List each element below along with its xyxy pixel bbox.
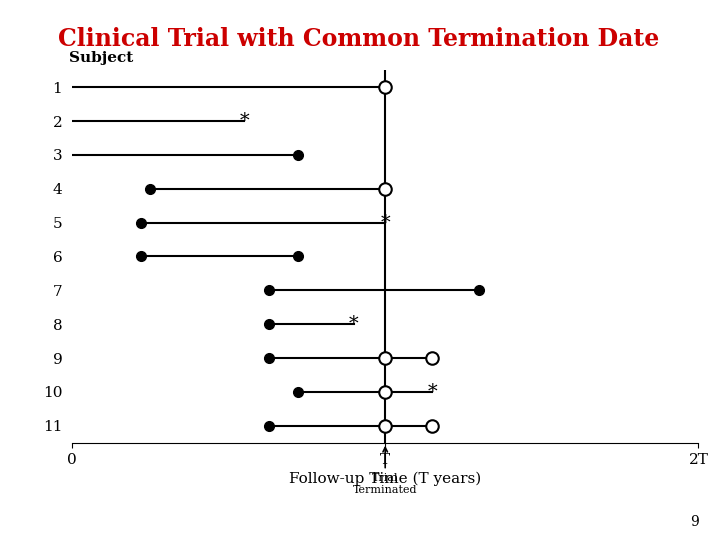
Text: *: * [380, 214, 390, 232]
Text: *: * [349, 315, 359, 333]
Text: Trial
Terminated: Trial Terminated [353, 448, 418, 495]
X-axis label: Follow-up Time (T years): Follow-up Time (T years) [289, 472, 482, 487]
Text: Clinical Trial with Common Termination Date: Clinical Trial with Common Termination D… [58, 27, 659, 51]
Text: 9: 9 [690, 515, 698, 529]
Text: *: * [428, 383, 437, 401]
Text: Subject: Subject [69, 51, 133, 65]
Text: *: * [240, 112, 249, 130]
